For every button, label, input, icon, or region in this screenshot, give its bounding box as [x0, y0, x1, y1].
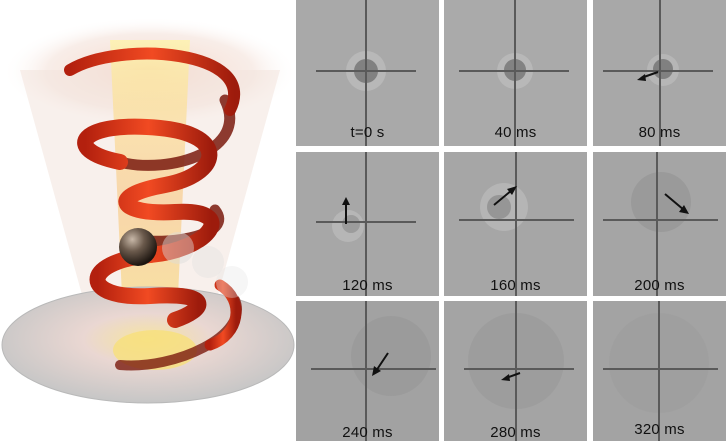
arrow-down-left-icon — [372, 366, 381, 376]
frame-80ms: 80 ms — [593, 0, 726, 146]
helical-beam-illustration — [0, 0, 298, 441]
microscope-frame-image — [444, 0, 587, 146]
frame-time-label: 160 ms — [490, 277, 541, 294]
time-lapse-frame-grid: t=0 s 40 ms 80 ms — [296, 0, 726, 441]
microscope-frame-image — [593, 152, 726, 296]
helical-beam-trapped-particle-icon — [1, 17, 298, 404]
arrow-up-icon — [342, 197, 350, 205]
frame-120ms: 120 ms — [296, 152, 439, 296]
frame-240ms: 240 ms — [296, 301, 439, 441]
frame-320ms: 320 ms — [593, 301, 726, 441]
frame-200ms: 200 ms — [593, 152, 726, 296]
microscope-frame-image — [444, 301, 587, 441]
arrow-down-right-icon — [679, 205, 689, 214]
frame-160ms: 160 ms — [444, 152, 587, 296]
arrow-left-icon — [637, 74, 646, 81]
frame-time-label: 320 ms — [634, 421, 685, 438]
microscope-frame-image — [296, 301, 439, 441]
microscope-frame-image — [296, 0, 439, 146]
arrow-up-right-icon — [507, 186, 517, 195]
microscope-frame-image — [296, 152, 439, 296]
frame-280ms: 280 ms — [444, 301, 587, 441]
frame-time-label: 200 ms — [634, 277, 685, 294]
frame-time-label: 40 ms — [494, 124, 537, 141]
arrow-left-icon — [501, 374, 510, 381]
frame-time-label: 120 ms — [342, 277, 393, 294]
microscope-frame-image — [593, 301, 726, 441]
frame-40ms: 40 ms — [444, 0, 587, 146]
microscope-frame-image — [444, 152, 587, 296]
frame-t0: t=0 s — [296, 0, 439, 146]
microscope-frame-image — [593, 0, 726, 146]
frame-time-label: 280 ms — [490, 424, 541, 441]
frame-time-label: 240 ms — [342, 424, 393, 441]
frame-time-label: 80 ms — [638, 124, 681, 141]
frame-time-label: t=0 s — [350, 124, 385, 141]
